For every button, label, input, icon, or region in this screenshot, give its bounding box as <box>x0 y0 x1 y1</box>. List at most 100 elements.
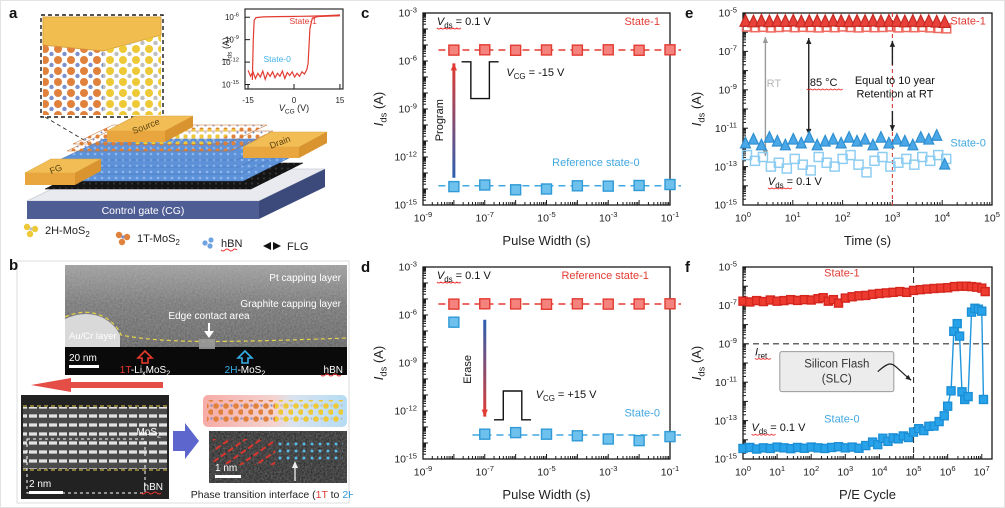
annotation-text: State-1 <box>824 268 859 280</box>
annotation-text: Reference state-0 <box>552 157 639 169</box>
y-axis-title: Ids (A) <box>689 92 707 126</box>
scalebar-20nm <box>69 365 99 368</box>
panel-letter-a: a <box>9 5 18 22</box>
spellcheck-squiggle <box>806 88 843 91</box>
x-tick-label: 105 <box>906 464 922 478</box>
annotation-text: Erase <box>462 355 474 384</box>
panel-letter-f: f <box>685 259 690 276</box>
series-reference-state-1 <box>448 298 676 310</box>
series-state-0-initial <box>448 316 460 328</box>
x-tick-label: 10-5 <box>537 464 555 478</box>
scalebar-20nm-label: 20 nm <box>69 353 97 364</box>
series-state-1-85c <box>739 13 952 28</box>
device-stack: Control gate (CG) FG <box>24 115 328 219</box>
annotation-text: State-1 <box>950 16 985 28</box>
legend-label-1t: 1T-MoS2 <box>137 233 180 247</box>
y-axis-title: Ids (A) <box>371 92 389 126</box>
callout-text: Silicon Flash <box>804 359 869 371</box>
y-tick-label: 10-15 <box>394 451 417 465</box>
x-tick-label: 15 <box>335 96 344 105</box>
y-tick-label: 10-15 <box>714 197 737 211</box>
annotation-text: Vds = 0.1 V <box>437 270 492 284</box>
y-tick-label: 10-12 <box>222 58 239 67</box>
interface-dashed-line <box>64 311 348 343</box>
panel-letter-d: d <box>361 259 371 276</box>
x-tick-label: 101 <box>769 464 785 478</box>
aucr-blob <box>65 314 120 347</box>
spellcheck-squiggle <box>767 187 793 190</box>
y-tick-label: 10-11 <box>715 374 737 388</box>
source-electrode: Source <box>106 115 194 142</box>
series-state-0-85c <box>739 128 951 170</box>
spellcheck-squiggle <box>320 373 342 377</box>
chart-shapes <box>762 13 896 205</box>
1t-region-label: 1T-LixMoS2 <box>120 365 170 378</box>
y-tick-label: 10-7 <box>719 44 737 58</box>
annotation-text: VCG = -15 V <box>506 67 565 81</box>
2h-mos2-icon <box>23 223 39 238</box>
chart-annotations: Vds = 0.1 V Reference state-1 Erase VCG = +… <box>436 270 660 420</box>
y-tick-label: 10-15 <box>394 197 417 211</box>
lattice-zoom-inset <box>40 14 164 182</box>
annotation-text: Vds = 0.1 V <box>437 16 492 30</box>
panel-a-schematic: Control gate (CG) FG <box>23 14 328 253</box>
red-left-arrow-icon <box>31 378 163 392</box>
x-tick-label: 10-5 <box>537 210 555 224</box>
x-tick-label: 104 <box>871 464 887 478</box>
series-state-0-rt <box>741 149 952 178</box>
spellcheck-squiggle <box>140 491 162 495</box>
x-tick-label: 10-9 <box>414 464 432 478</box>
spellcheck-squiggle <box>436 281 462 284</box>
material-legend: 2H-MoS2 1T-MoS2 hBN FLG <box>23 223 308 253</box>
axes: 10-9 10-7 10-5 10-3 10-1 10-3 10-6 10-9 10-12 10-… <box>371 259 679 502</box>
y-tick-label: 10-6 <box>399 307 417 321</box>
x-tick-label: 10-1 <box>661 210 679 224</box>
callout-arrow <box>877 363 912 381</box>
y-tick-label: 10-13 <box>714 413 737 427</box>
annotation-text: State-1 <box>624 16 659 28</box>
graphite-capping-label: Graphite capping layer <box>240 299 341 310</box>
spellcheck-squiggle <box>220 248 238 252</box>
series-state-0 <box>738 303 989 454</box>
annotation-text: State-0 <box>624 408 659 420</box>
series-reference-state-0 <box>448 178 676 196</box>
plot-frame <box>422 12 671 206</box>
mos2-label: MoS2 <box>136 427 161 440</box>
y-axis-title: Ids (A) <box>221 37 233 61</box>
pulse-waveform <box>461 61 499 100</box>
hrtem-left: MoS2 2 nm hBN <box>21 395 169 499</box>
y-tick-label: 10-9 <box>399 355 417 369</box>
y-tick-label: 10-12 <box>394 149 417 163</box>
y-tick-label: 10-9 <box>719 336 737 350</box>
x-tick-label: 107 <box>974 464 990 478</box>
annotation-text: State-0 <box>263 54 291 64</box>
interface-pointer-arrow-icon <box>292 461 298 481</box>
blue-right-arrow-icon <box>173 423 199 459</box>
scalebar-2nm-label: 2 nm <box>29 479 51 490</box>
x-tick-label: 104 <box>934 210 950 224</box>
scalebar-1nm <box>215 475 241 478</box>
tem-cross-section: Pt capping layer Graphite capping layer … <box>64 265 348 378</box>
y-axis-title: Ids (A) <box>689 346 707 380</box>
atomic-model-strip <box>203 395 347 427</box>
annotation-text: Program <box>434 99 446 141</box>
chart-d-erase: 10-9 10-7 10-5 10-3 10-1 10-3 10-6 10-9 10-12 10-… <box>371 259 681 502</box>
x-tick-label: 100 <box>735 464 751 478</box>
y-tick-label: 10-15 <box>222 80 239 89</box>
x-axis-title: Pulse Width (s) <box>502 233 590 248</box>
legend-label-hbn: hBN <box>221 238 242 250</box>
chart-annotations: State-1 State-0 <box>263 16 317 64</box>
chart-shapes: Silicon Flash (SLC) <box>743 267 992 459</box>
chart-annotations: State-1 Iret State-0 Vds = 0.1 V <box>751 268 860 436</box>
x-tick-label: 106 <box>940 464 956 478</box>
aucr-label: Au/Cr layer <box>69 331 117 342</box>
y-tick-label: 10-12 <box>394 403 417 417</box>
annotation-text: Vds = 0.1 V <box>768 176 823 190</box>
chart-annotations: RT 85 °C Equal to 10 year Retention at RT Vd… <box>767 16 986 190</box>
spellcheck-squiggle <box>754 357 772 360</box>
callout-box <box>779 351 895 393</box>
y-tick-label: 10-9 <box>719 82 737 96</box>
y-tick-label: 10-6 <box>399 53 417 67</box>
x-tick-label: 103 <box>884 210 900 224</box>
